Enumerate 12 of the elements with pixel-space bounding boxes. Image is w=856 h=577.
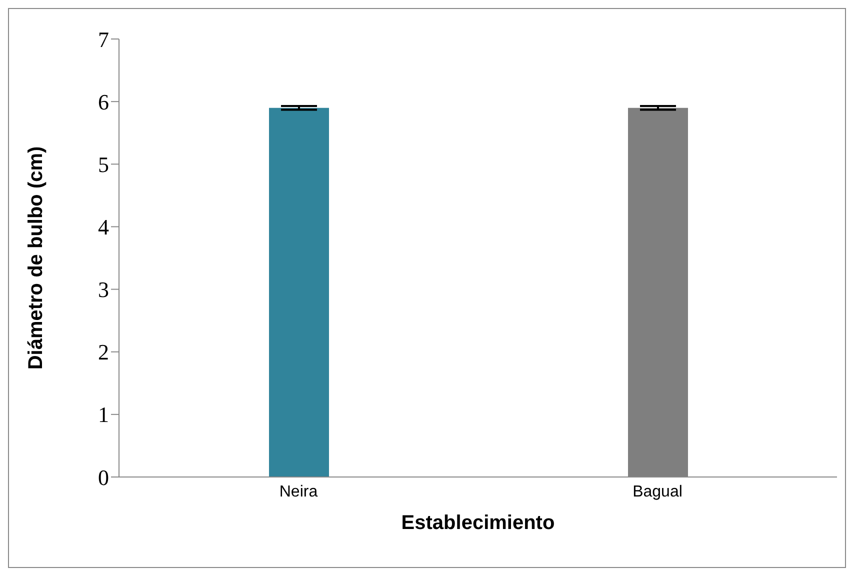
y-tick-label: 3 <box>98 277 109 302</box>
x-tick-label: Bagual <box>632 483 682 500</box>
x-tick-label: Neira <box>279 483 318 500</box>
y-tick-label: 6 <box>98 89 109 114</box>
y-tick-label: 1 <box>98 402 109 428</box>
y-tick-label: 4 <box>98 214 109 240</box>
y-tick-label: 0 <box>98 464 109 490</box>
x-axis-title: Establecimiento <box>401 512 555 534</box>
y-axis-title: Diámetro de bulbo (cm) <box>25 146 48 370</box>
y-tick-label: 5 <box>98 152 109 177</box>
y-tick-label: 7 <box>98 26 109 52</box>
y-tick-label: 2 <box>98 340 109 365</box>
